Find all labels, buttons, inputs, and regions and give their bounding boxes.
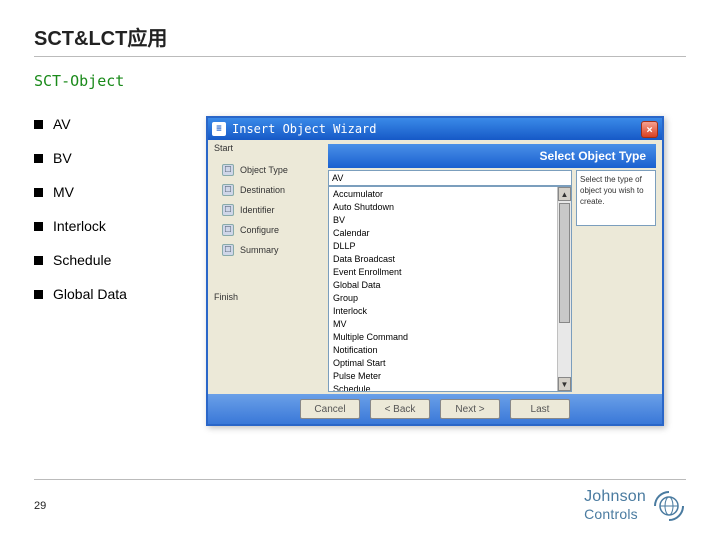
section-subhead: SCT-Object bbox=[34, 72, 124, 90]
close-icon[interactable]: × bbox=[641, 121, 658, 138]
list-item[interactable]: Event Enrollment bbox=[329, 266, 571, 279]
wizard-footer: Cancel < Back Next > Last bbox=[208, 394, 662, 424]
app-icon: ≡ bbox=[212, 122, 226, 136]
step-icon: ☐ bbox=[222, 204, 234, 216]
step-icon: ☐ bbox=[222, 224, 234, 236]
titlebar[interactable]: ≡ Insert Object Wizard × bbox=[208, 118, 662, 140]
list-item[interactable]: Accumulator bbox=[329, 188, 571, 201]
slide-title: SCT&LCT应用 bbox=[34, 22, 167, 51]
wizard-step[interactable]: ☐ Identifier bbox=[222, 200, 288, 220]
object-type-listbox[interactable]: Accumulator Auto Shutdown BV Calendar DL… bbox=[328, 186, 572, 392]
list-item[interactable]: Group bbox=[329, 292, 571, 305]
wizard-step-label: Destination bbox=[240, 180, 285, 200]
list-item: BV bbox=[34, 142, 127, 174]
list-item[interactable]: Interlock bbox=[329, 305, 571, 318]
list-item: Interlock bbox=[34, 210, 127, 242]
list-item-label: BV bbox=[53, 142, 72, 174]
list-item: MV bbox=[34, 176, 127, 208]
start-label: Start bbox=[214, 143, 233, 153]
list-item[interactable]: BV bbox=[329, 214, 571, 227]
window-title: Insert Object Wizard bbox=[232, 122, 377, 136]
bullet-icon bbox=[34, 154, 43, 163]
scroll-up-icon[interactable]: ▲ bbox=[558, 187, 571, 201]
list-item-label: MV bbox=[53, 176, 74, 208]
list-item-label: Global Data bbox=[53, 278, 127, 310]
bullet-icon bbox=[34, 256, 43, 265]
divider-top bbox=[34, 56, 686, 57]
last-button[interactable]: Last bbox=[510, 399, 570, 419]
bullet-icon bbox=[34, 290, 43, 299]
wizard-steps: ☐ Object Type ☐ Destination ☐ Identifier ☐ C… bbox=[222, 160, 288, 260]
next-button[interactable]: Next > bbox=[440, 399, 500, 419]
list-item: AV bbox=[34, 108, 127, 140]
step-icon: ☐ bbox=[222, 244, 234, 256]
wizard-step[interactable]: ☐ Object Type bbox=[222, 160, 288, 180]
wizard-step-label: Identifier bbox=[240, 200, 275, 220]
list-item: Schedule bbox=[34, 244, 127, 276]
banner-text: Select Object Type bbox=[540, 149, 646, 163]
list-item[interactable]: Auto Shutdown bbox=[329, 201, 571, 214]
step-icon: ☐ bbox=[222, 184, 234, 196]
bullet-icon bbox=[34, 188, 43, 197]
combo-value: AV bbox=[332, 173, 343, 183]
wizard-step-label: Object Type bbox=[240, 160, 288, 180]
listbox-inner: Accumulator Auto Shutdown BV Calendar DL… bbox=[329, 187, 571, 392]
wizard-body: Start ☐ Object Type ☐ Destination ☐ Identif… bbox=[208, 140, 662, 394]
cancel-button[interactable]: Cancel bbox=[300, 399, 360, 419]
list-item[interactable]: Global Data bbox=[329, 279, 571, 292]
help-text: Select the type of object you wish to cr… bbox=[576, 170, 656, 226]
bullet-icon bbox=[34, 222, 43, 231]
list-item[interactable]: Optimal Start bbox=[329, 357, 571, 370]
bullet-icon bbox=[34, 120, 43, 129]
wizard-step[interactable]: ☐ Destination bbox=[222, 180, 288, 200]
object-type-combo[interactable]: AV bbox=[328, 170, 572, 186]
list-item-label: Schedule bbox=[53, 244, 111, 276]
finish-label: Finish bbox=[214, 292, 238, 302]
wizard-step-label: Configure bbox=[240, 220, 279, 240]
list-item[interactable]: Schedule bbox=[329, 383, 571, 392]
list-item: Global Data bbox=[34, 278, 127, 310]
insert-object-wizard-window: ≡ Insert Object Wizard × Start ☐ Object T… bbox=[206, 116, 664, 426]
wizard-step[interactable]: ☐ Summary bbox=[222, 240, 288, 260]
brand-logo: Johnson Controls bbox=[584, 488, 686, 524]
select-type-banner: Select Object Type bbox=[328, 144, 656, 168]
brand-sub: Controls bbox=[584, 506, 638, 522]
bullet-list: AV BV MV Interlock Schedule Global Data bbox=[34, 108, 127, 312]
brand-name: Johnson bbox=[584, 488, 646, 505]
page-number: 29 bbox=[34, 500, 46, 512]
scroll-thumb[interactable] bbox=[559, 203, 570, 323]
globe-icon bbox=[652, 489, 686, 523]
wizard-step[interactable]: ☐ Configure bbox=[222, 220, 288, 240]
back-button[interactable]: < Back bbox=[370, 399, 430, 419]
list-item[interactable]: Multiple Command bbox=[329, 331, 571, 344]
scroll-down-icon[interactable]: ▼ bbox=[558, 377, 571, 391]
list-item-label: AV bbox=[53, 108, 71, 140]
wizard-step-label: Summary bbox=[240, 240, 279, 260]
brand-text: Johnson Controls bbox=[584, 488, 646, 524]
list-item[interactable]: MV bbox=[329, 318, 571, 331]
list-item[interactable]: Pulse Meter bbox=[329, 370, 571, 383]
list-item[interactable]: Data Broadcast bbox=[329, 253, 571, 266]
list-item[interactable]: Notification bbox=[329, 344, 571, 357]
list-item[interactable]: DLLP bbox=[329, 240, 571, 253]
list-item-label: Interlock bbox=[53, 210, 106, 242]
scrollbar[interactable]: ▲ ▼ bbox=[557, 187, 571, 391]
divider-bottom bbox=[34, 479, 686, 480]
step-icon: ☐ bbox=[222, 164, 234, 176]
list-item[interactable]: Calendar bbox=[329, 227, 571, 240]
